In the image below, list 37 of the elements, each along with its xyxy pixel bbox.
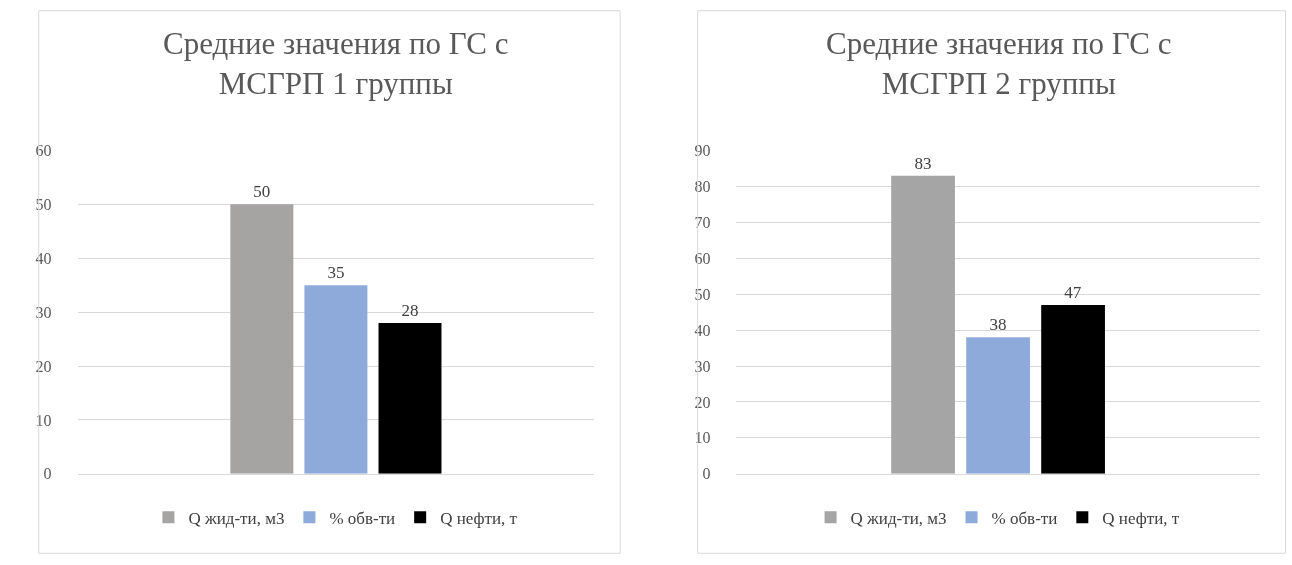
data-label: 47 — [1064, 282, 1082, 302]
legend-label: Q жид-ти, м3 — [188, 508, 285, 528]
bar — [304, 285, 368, 474]
legend-label: Q жид-ти, м3 — [850, 508, 947, 528]
bar — [966, 337, 1030, 474]
y-tick-label: 10 — [694, 429, 711, 447]
y-tick-label: 40 — [694, 321, 711, 339]
y-tick-label: 80 — [694, 178, 711, 195]
data-label: 83 — [914, 153, 932, 173]
y-tick-label: 30 — [694, 357, 711, 375]
y-tick-label: 0 — [702, 465, 711, 483]
data-label: 28 — [401, 300, 419, 320]
legend-label: Q нефти, т — [440, 508, 518, 528]
legend-label: % обв-ти — [991, 508, 1058, 528]
bar — [378, 322, 442, 474]
y-tick-label: 30 — [35, 303, 52, 321]
y-tick-label: 50 — [35, 195, 52, 213]
y-tick-label: 0 — [43, 465, 52, 483]
y-tick-label: 60 — [35, 142, 52, 160]
bar — [891, 175, 955, 474]
data-label: 50 — [253, 182, 271, 202]
bar — [1041, 304, 1105, 474]
y-tick-label: 20 — [35, 357, 52, 375]
legend-label: Q нефти, т — [1102, 508, 1180, 528]
legend-label: % обв-ти — [329, 508, 396, 528]
bar — [230, 204, 294, 474]
y-tick-label: 60 — [694, 249, 711, 267]
chart-title: Средние значения по ГС с МСГРП 1 группы — [163, 26, 509, 102]
y-tick-label: 40 — [35, 249, 52, 267]
data-label: 38 — [989, 315, 1007, 335]
data-label: 35 — [327, 263, 345, 283]
y-tick-label: 70 — [694, 213, 711, 231]
y-tick-label: 10 — [35, 411, 52, 429]
y-tick-label: 90 — [694, 142, 711, 160]
y-tick-label: 50 — [694, 285, 711, 303]
chart-title: Средние значения по ГС с МСГРП 2 группы — [826, 26, 1172, 102]
y-tick-label: 20 — [694, 393, 711, 411]
